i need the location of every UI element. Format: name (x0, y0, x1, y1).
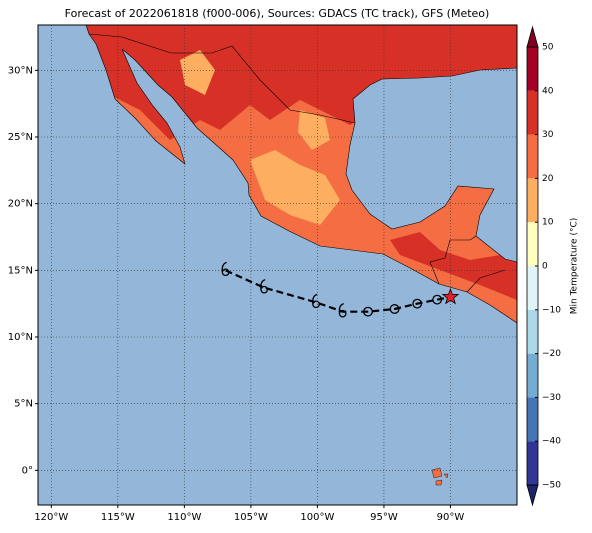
colorbar-segment (527, 397, 538, 442)
colorbar-tick-label: 30 (542, 130, 554, 140)
borders (85, 24, 518, 324)
storm-track (221, 261, 460, 318)
colorbar-tick-label: −40 (542, 437, 561, 447)
x-tick-label: 95°W (370, 512, 398, 523)
track-point (432, 294, 443, 305)
colorbar-tick-label: −20 (542, 349, 561, 359)
track-circle (363, 306, 373, 317)
track-circle (412, 298, 423, 309)
colorbar-tick-label: 50 (542, 43, 554, 53)
colorbar-tick-label: 40 (542, 86, 554, 96)
grid (38, 25, 517, 505)
map-frame (37, 24, 518, 506)
colorbar-segment (527, 266, 538, 310)
colorbar-extend-low (526, 484, 539, 507)
track-point (221, 261, 230, 277)
y-tick-label: 15°N (8, 265, 33, 276)
x-tick-label: 115°W (101, 512, 135, 523)
track-star (441, 287, 460, 305)
y-tick-label: 20°N (8, 199, 33, 210)
track-circle (389, 304, 400, 314)
colorbar-tick-label: 0 (542, 262, 548, 272)
colorbar-segment (527, 309, 538, 354)
colorbar: −50 −40 −30 −20 −10 0 10 20 30 40 50 (526, 25, 561, 507)
colorbar-label: Min Temperature (°C) (570, 218, 580, 315)
colorbar-segment (527, 353, 538, 398)
colorbar-extend-high (526, 25, 539, 48)
track-line (225, 269, 451, 313)
x-tick-label: 120°W (34, 512, 68, 523)
hurricane-tail (338, 303, 344, 314)
track-point (260, 279, 269, 294)
x-tick-label: 110°W (167, 512, 201, 523)
colorbar-tick-label: −30 (542, 393, 561, 403)
colorbar-tick-label: 10 (542, 218, 554, 228)
track-point (441, 287, 460, 305)
track-circle (432, 294, 443, 305)
colorbar-segment (527, 47, 538, 91)
y-tick-label: 30°N (8, 65, 33, 76)
track-point (363, 306, 373, 317)
hurricane-tail (221, 261, 227, 273)
colorbar-tick-label: −10 (542, 305, 561, 315)
colorbar-tick-label: 20 (542, 174, 554, 184)
y-tick-label: 25°N (8, 132, 33, 143)
track-point (338, 303, 347, 318)
colorbar-segment (527, 90, 538, 135)
x-tick-label: 105°W (234, 512, 268, 523)
track-point (312, 293, 320, 309)
colorbar-segment (527, 441, 538, 485)
colorbar-segment (527, 178, 538, 223)
hurricane-tail (260, 279, 266, 290)
y-tick-label: 5°N (14, 399, 33, 410)
colorbar-segment (527, 222, 538, 266)
track-point (412, 298, 423, 309)
track-point (389, 304, 400, 314)
colorbar-segment (527, 134, 538, 179)
x-tick-label: 100°W (300, 512, 334, 523)
y-tick-label: 0° (22, 465, 33, 476)
hurricane-tail (312, 293, 318, 305)
y-tick-label: 10°N (8, 332, 33, 343)
chart-title: Forecast of 2022061818 (f000-006), Sourc… (65, 7, 490, 20)
x-tick-label: 90°W (437, 512, 465, 523)
colorbar-tick-label: −50 (542, 481, 561, 491)
